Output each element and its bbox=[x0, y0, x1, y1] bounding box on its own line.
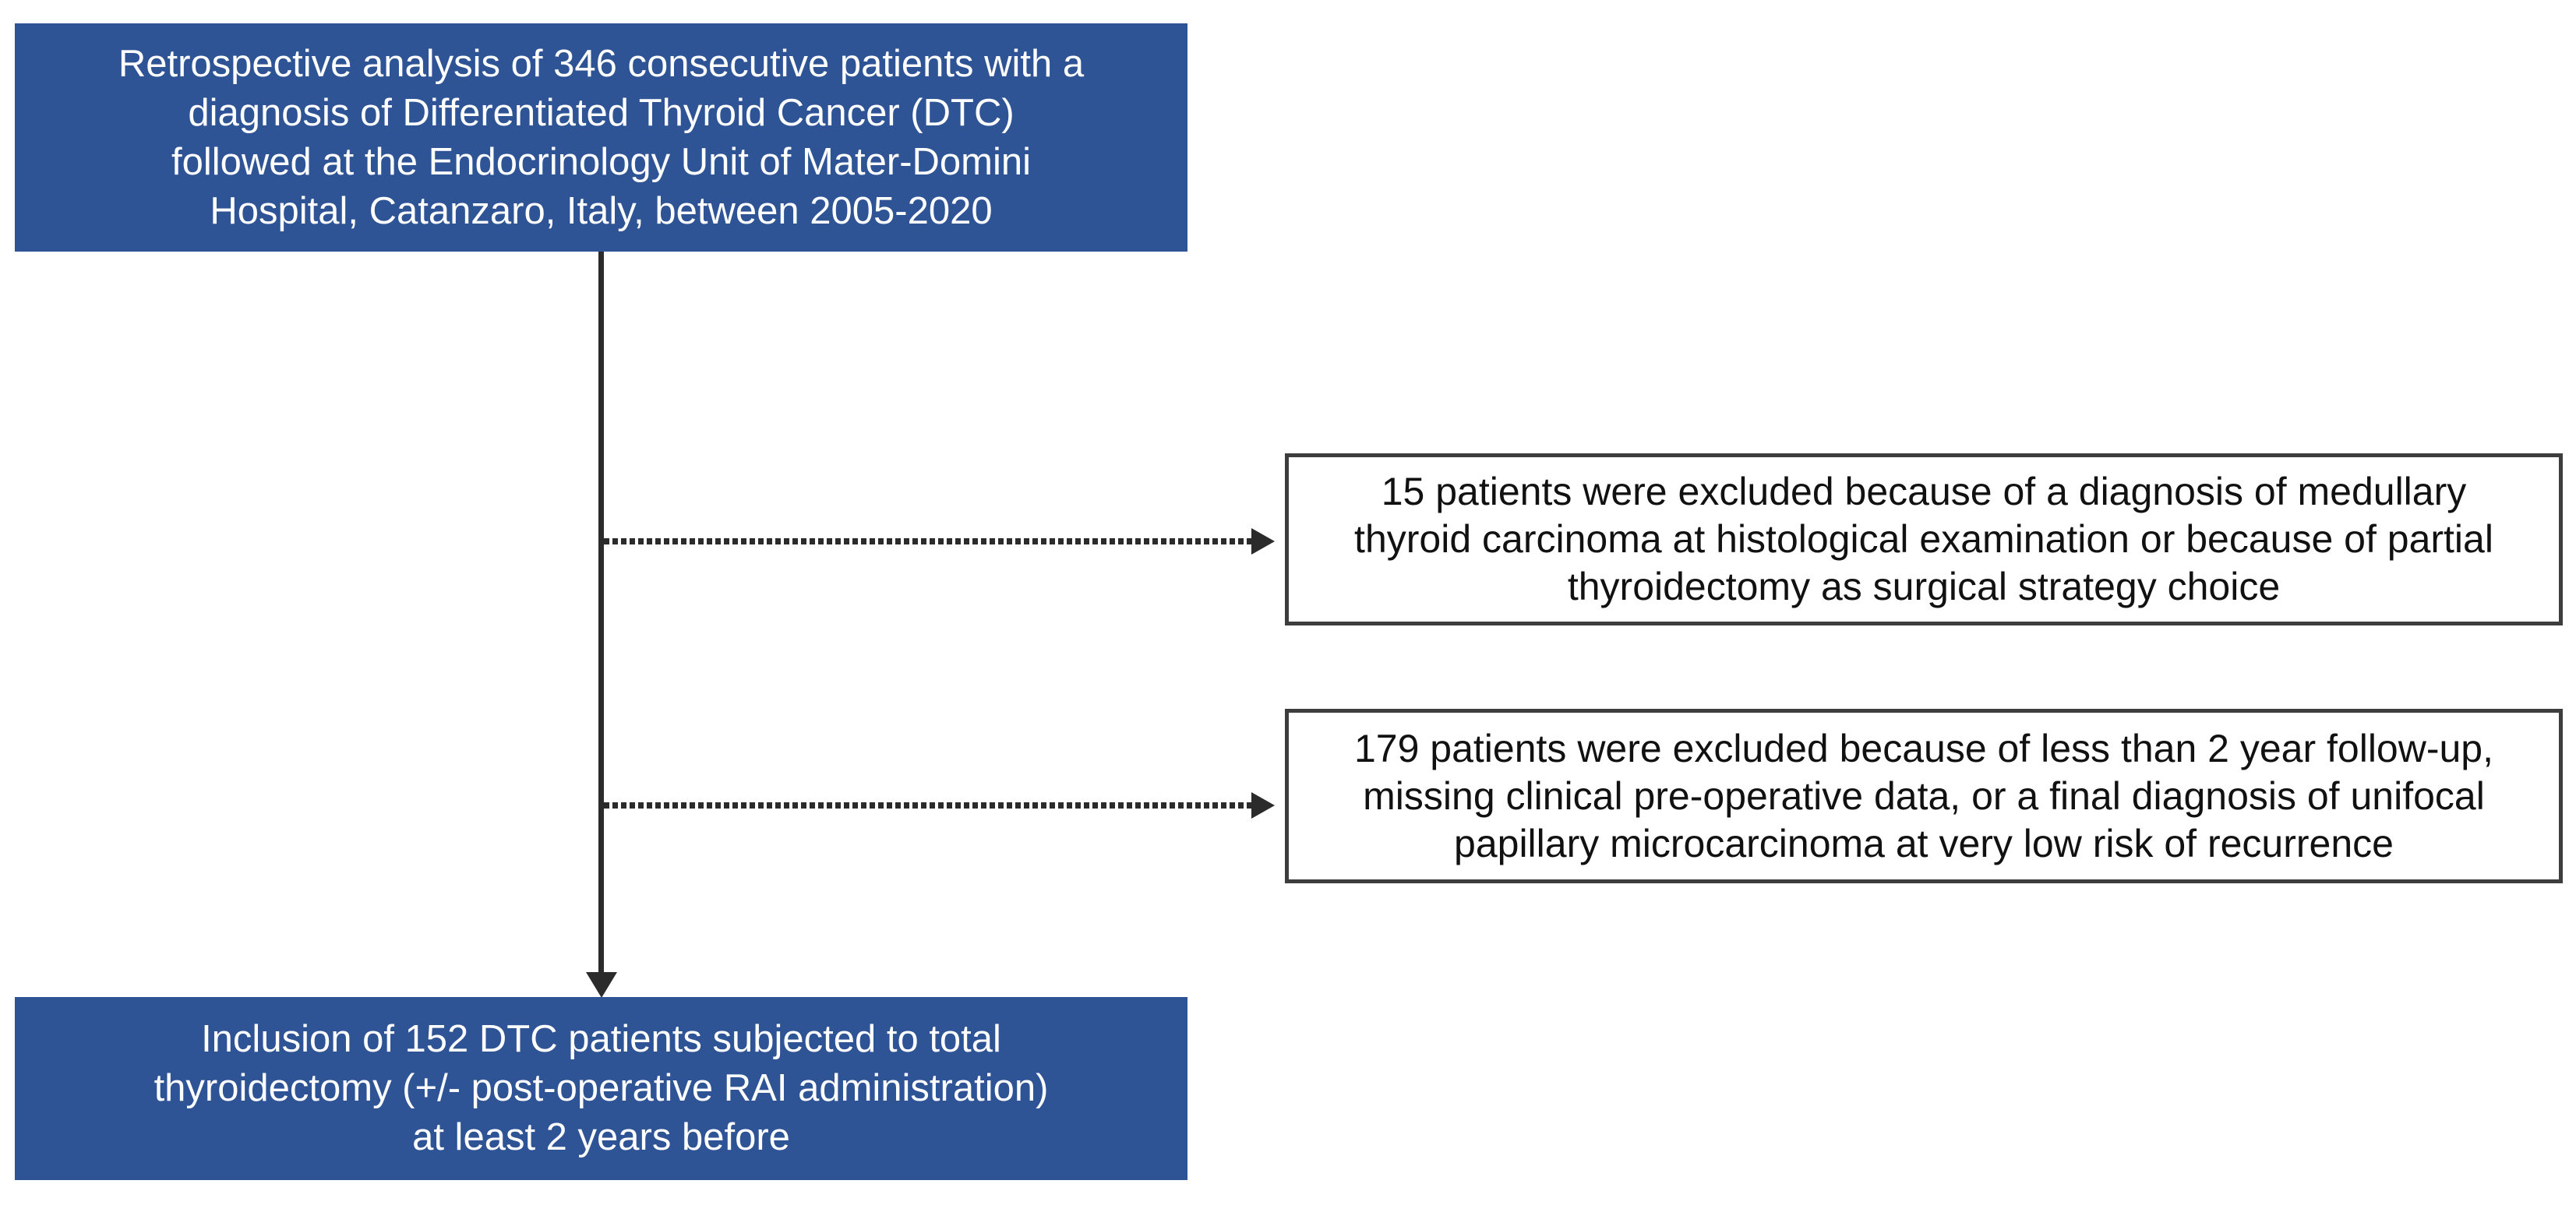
exclusion-connector-2 bbox=[604, 802, 1252, 809]
exclusion-connector-1 bbox=[604, 538, 1252, 544]
right-arrowhead-1-icon bbox=[1251, 528, 1275, 555]
right-arrowhead-2-icon bbox=[1251, 792, 1275, 819]
enrollment-box: Retrospective analysis of 346 consecutiv… bbox=[15, 23, 1187, 252]
exclusion-box-1: 15 patients were excluded because of a d… bbox=[1285, 453, 2563, 625]
main-flow-line bbox=[598, 252, 604, 974]
exclusion-box-2: 179 patients were excluded because of le… bbox=[1285, 709, 2563, 883]
down-arrowhead-icon bbox=[586, 972, 617, 998]
inclusion-box: Inclusion of 152 DTC patients subjected … bbox=[15, 997, 1187, 1180]
